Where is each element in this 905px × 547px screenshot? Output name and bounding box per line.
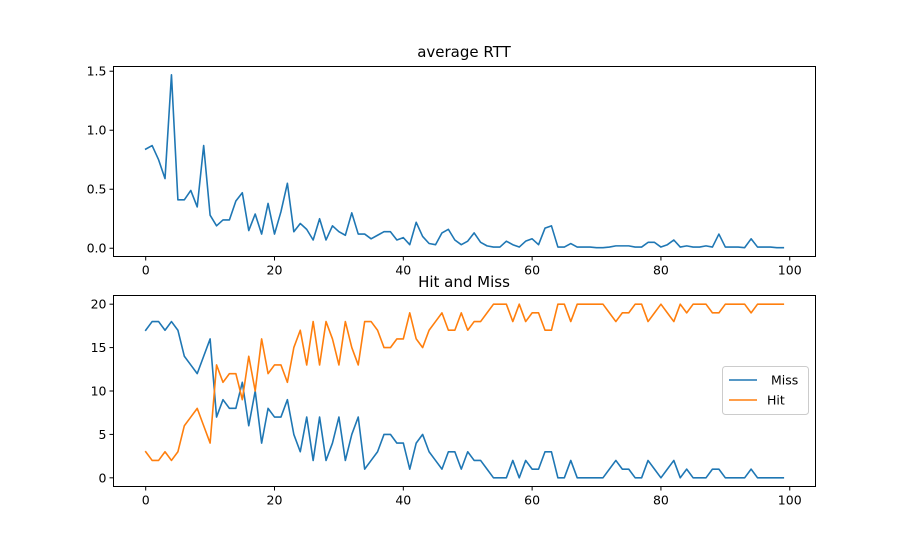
hit-miss-y-tick-label: 5 [99, 427, 107, 442]
legend-frame [722, 366, 809, 415]
hit-miss-x-tick-label: 40 [395, 493, 411, 508]
hit-miss-y-tick-label: 20 [91, 297, 107, 312]
hit-miss-x-axis: 0 20 40 60 80 100 [142, 486, 802, 508]
rtt-x-axis: 0 20 40 60 80 100 [142, 256, 802, 278]
rtt-series-line-0 [144, 73, 785, 249]
hit-miss-x-tick-label: 80 [653, 493, 669, 508]
hit-miss-chart-title: Hit and Miss [418, 273, 510, 291]
hit-miss-y-tick-label: 10 [91, 384, 107, 399]
rtt-y-tick-label: 1.5 [87, 64, 107, 79]
rtt-y-tick-label: 0.5 [87, 182, 107, 197]
hit-miss-series-line-1 [144, 303, 785, 462]
rtt-x-tick-label: 0 [142, 263, 150, 278]
rtt-chart-title: average RTT [417, 43, 511, 61]
rtt-axes-frame [113, 66, 816, 257]
hit-miss-plot-area [144, 303, 785, 479]
hit-miss-series-line-0 [144, 320, 785, 479]
legend-label-hit: Hit [767, 393, 785, 408]
hit-miss-y-tick-label: 15 [91, 340, 107, 355]
rtt-x-tick-label: 100 [778, 263, 802, 278]
rtt-y-tick-label: 0.0 [87, 241, 107, 256]
hit-miss-x-tick-label: 60 [524, 493, 540, 508]
hit-miss-x-tick-label: 100 [778, 493, 802, 508]
rtt-y-axis: 0.0 0.5 1.0 1.5 [87, 64, 114, 256]
hit-miss-legend: Miss Hit [722, 366, 809, 415]
rtt-x-tick-label: 80 [653, 263, 669, 278]
rtt-chart: average RTT 0.0 0.5 1.0 1.5 0 20 40 60 80 100 [87, 43, 816, 278]
rtt-y-tick-label: 1.0 [87, 123, 107, 138]
hit-miss-chart: Hit and Miss 0 5 10 15 20 0 20 40 60 80 100 Miss … [91, 273, 816, 508]
rtt-x-tick-label: 60 [524, 263, 540, 278]
hit-miss-y-tick-label: 0 [99, 470, 107, 485]
hit-miss-y-axis: 0 5 10 15 20 [91, 297, 114, 485]
rtt-plot-area [144, 73, 785, 249]
rtt-x-tick-label: 40 [395, 263, 411, 278]
hit-miss-x-tick-label: 20 [267, 493, 283, 508]
rtt-x-tick-label: 20 [267, 263, 283, 278]
legend-label-miss: Miss [767, 373, 798, 388]
hit-miss-x-tick-label: 0 [142, 493, 150, 508]
